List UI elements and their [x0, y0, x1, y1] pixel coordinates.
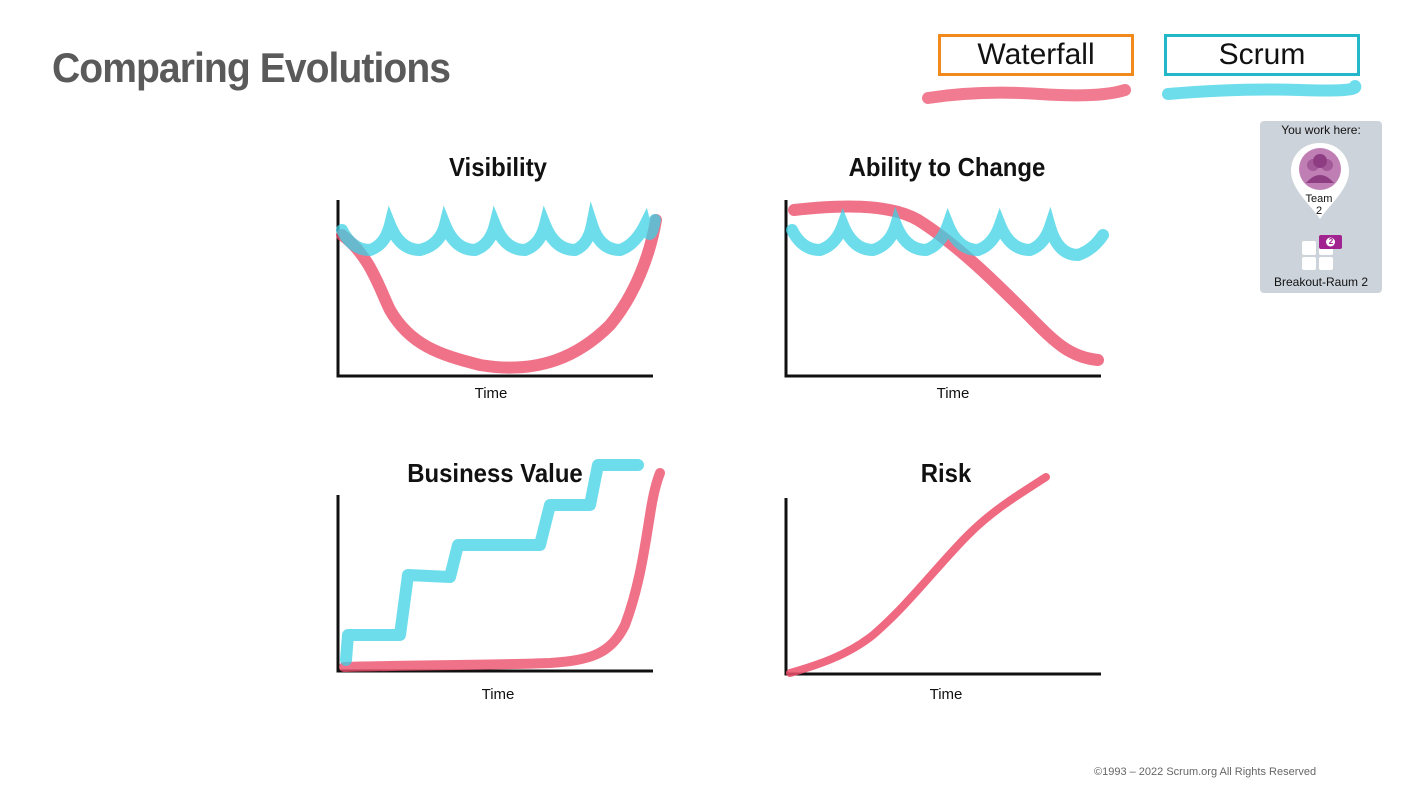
axis-lines	[336, 495, 653, 673]
chart-title-business-value: Business Value	[407, 458, 583, 488]
xlabel-visibility: Time	[474, 385, 508, 402]
axis-lines	[784, 200, 1101, 378]
series-waterfall	[339, 468, 665, 672]
legend-scrum: Scrum	[1164, 34, 1360, 76]
series-waterfall	[786, 473, 1050, 677]
team-pin-icon	[1291, 143, 1349, 219]
slide-title: Comparing Evolutions	[52, 44, 451, 91]
room-badge: 2	[1328, 237, 1334, 246]
chart-title-visibility: Visibility	[449, 152, 547, 182]
legend-waterfall-stroke	[922, 84, 1131, 104]
xlabel-ability: Time	[936, 385, 970, 402]
axis-lines	[336, 200, 653, 378]
legend-scrum-stroke	[1162, 80, 1362, 100]
breakout-room-icon	[1302, 235, 1342, 270]
breakout-room-label: Breakout-Raum 2	[1273, 275, 1369, 289]
chart-risk	[784, 473, 1101, 677]
you-work-here-label: You work here:	[1281, 123, 1361, 137]
chart-visibility	[336, 200, 662, 378]
xlabel-business-value: Time	[481, 686, 515, 703]
legend-waterfall: Waterfall	[938, 34, 1134, 76]
series-waterfall	[336, 214, 662, 374]
series-scrum	[340, 459, 644, 666]
copyright-footer: ©1993 – 2022 Scrum.org All Rights Reserv…	[1094, 766, 1317, 778]
chart-title-risk: Risk	[920, 458, 972, 488]
chart-title-ability: Ability to Change	[848, 152, 1046, 182]
series-scrum	[336, 201, 661, 257]
series-scrum	[786, 206, 1109, 262]
chart-ability	[784, 200, 1109, 378]
axis-lines	[784, 498, 1101, 676]
xlabel-risk: Time	[929, 686, 963, 703]
series-waterfall	[788, 200, 1104, 366]
team-label: Team 2	[1305, 193, 1333, 217]
breakout-card[interactable]: You work here: Team 2 2 Breakout-Raum 2	[1260, 121, 1382, 293]
chart-business-value	[336, 459, 665, 673]
